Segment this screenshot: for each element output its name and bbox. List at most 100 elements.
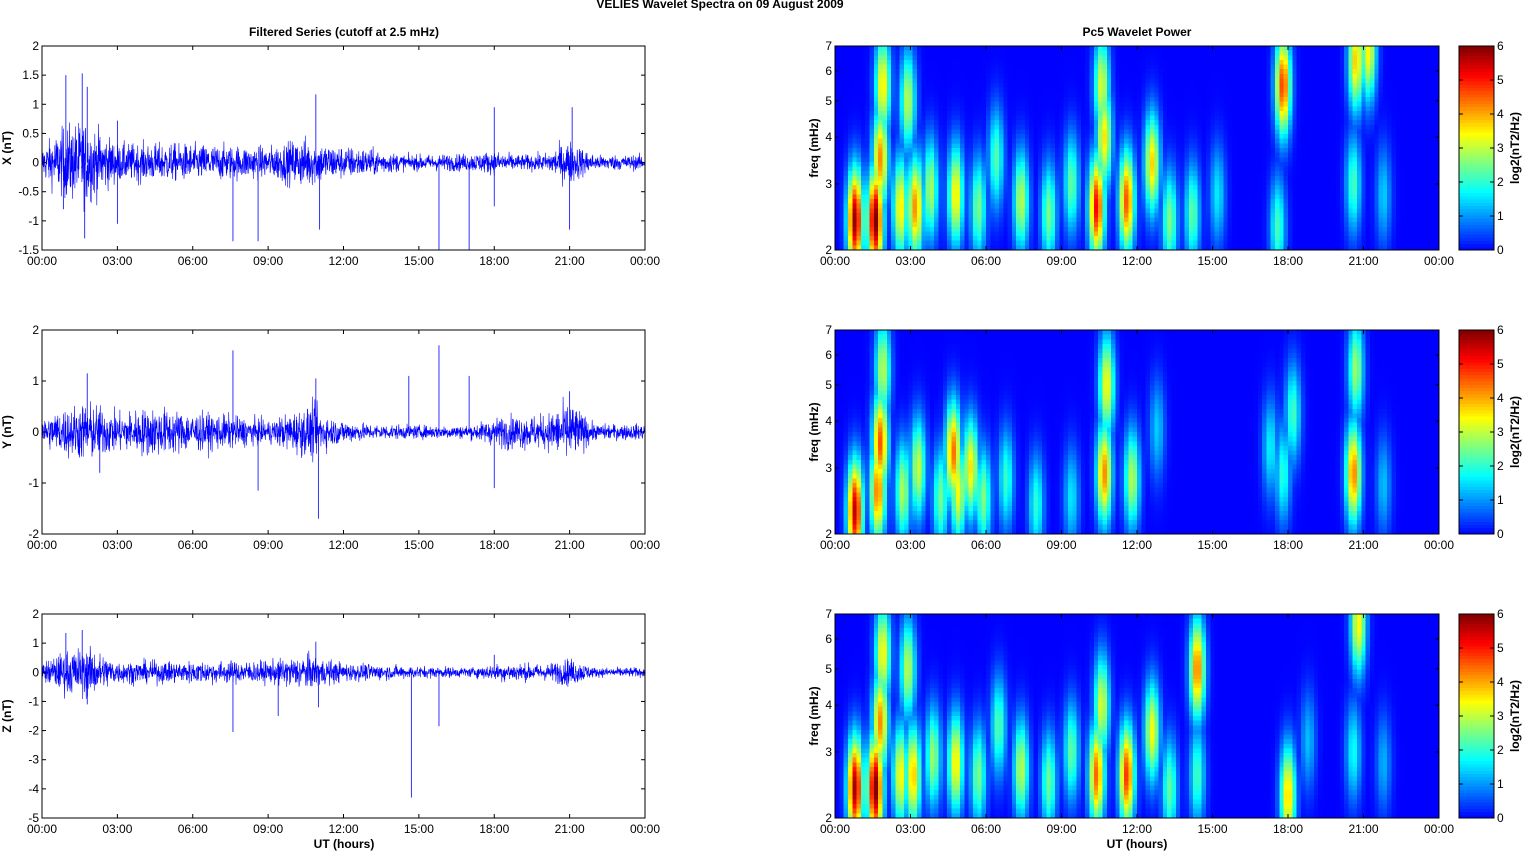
heatmap-cell [1253,110,1259,117]
heatmap-cell [1305,166,1311,172]
heatmap-cell [1102,185,1108,191]
heatmap-cell [856,46,862,52]
heatmap-cell [1210,92,1216,98]
heatmap-cell [1059,161,1065,168]
heatmap-cell [1042,129,1047,135]
heatmap-cell [1050,148,1056,154]
heatmap-cell [1288,50,1293,56]
heatmap-cell [1249,106,1255,112]
heatmap-cell [1184,46,1190,52]
heatmap-cell [1421,78,1427,84]
heatmap-cell [1378,46,1384,52]
heatmap-cell [865,152,871,158]
heatmap-cell [1374,46,1380,52]
heatmap-cell [1080,59,1086,66]
heatmap-cell [1119,97,1125,103]
heatmap-cell [1210,157,1216,163]
heatmap-cell [1210,175,1216,182]
heatmap-cell [1175,148,1181,154]
heatmap-cell [1417,134,1423,140]
heatmap-cell [1214,194,1220,200]
heatmap-cell [1175,115,1181,121]
heatmap-cell [1369,59,1375,66]
heatmap-cell [1296,50,1302,56]
heatmap-cell [1042,189,1047,195]
heatmap-cell [1201,110,1207,117]
heatmap-cell [1162,92,1168,98]
heatmap-cell [1231,185,1237,191]
heatmap-cell [1024,120,1030,126]
heatmap-cell [1033,46,1039,52]
heatmap-cell [1279,138,1285,144]
heatmap-cell [1300,73,1306,80]
heatmap-cell [878,59,884,66]
heatmap-cell [1197,46,1203,52]
heatmap-cell [1300,97,1306,103]
heatmap-cell [1046,106,1052,112]
heatmap-cell [843,115,849,121]
heatmap-cell [1072,92,1078,98]
heatmap-cell [916,148,922,154]
heatmap-cell [1313,78,1319,84]
ts-xtick-label: 21:00 [555,538,585,552]
heatmap-cell [1115,106,1121,112]
heatmap-cell [904,110,909,117]
heatmap-cell [1042,143,1047,149]
heatmap-cell [1188,55,1194,61]
heatmap-cell [895,59,901,66]
heatmap-cell [1011,78,1017,84]
heatmap-cell [1417,189,1423,195]
heatmap-cell [856,134,862,140]
heatmap-cell [1283,166,1289,172]
heatmap-cell [1231,161,1237,168]
heatmap-cell [960,180,966,186]
heatmap-cell [1257,87,1263,93]
heatmap-cell [1309,166,1315,172]
heatmap-cell [852,46,858,52]
heatmap-cell [1318,55,1324,61]
heatmap-cell [1067,161,1073,168]
heatmap-cell [1253,106,1259,112]
heatmap-cell [1119,157,1125,163]
axes-box [41,45,646,251]
heatmap-cell [1339,199,1345,205]
heatmap-cell [1292,194,1298,200]
heatmap-cell [1180,180,1186,186]
heatmap-cell [1430,115,1436,121]
heatmap-cell [1218,59,1224,66]
heatmap-cell [1275,138,1280,144]
heatmap-cell [1124,59,1129,66]
heatmap-cell [908,50,914,56]
heatmap-cell [1400,171,1406,177]
heatmap-cell [1326,199,1332,205]
heatmap-cell [1029,83,1035,89]
heatmap-cell [1024,199,1030,205]
heatmap-cell [878,110,884,117]
heatmap-cell [856,143,862,149]
heatmap-cell [1055,171,1060,177]
heatmap-cell [934,143,940,149]
heatmap-cell [934,55,940,61]
heatmap-cell [1374,73,1380,80]
heatmap-cell [1184,185,1190,191]
heatmap-cell [1145,97,1151,103]
ts-xtick-label: 15:00 [404,254,434,268]
heatmap-cell [1262,87,1268,93]
heatmap-cell [973,134,978,140]
heatmap-cell [1326,55,1332,61]
heatmap-cell [1072,138,1078,144]
heatmap-cell [891,46,896,52]
heatmap-cell [968,59,974,66]
heatmap-cell [1175,87,1181,93]
heatmap-cell [1007,166,1013,172]
heatmap-cell [990,92,996,98]
heatmap-cell [921,148,927,154]
heatmap-cell [1210,148,1216,154]
heatmap-cell [1076,59,1082,66]
heatmap-cell [1016,185,1022,191]
heatmap-cell [912,110,918,117]
heatmap-cell [968,46,974,52]
heatmap-cell [1253,46,1259,52]
heatmap-cell [1400,138,1406,144]
